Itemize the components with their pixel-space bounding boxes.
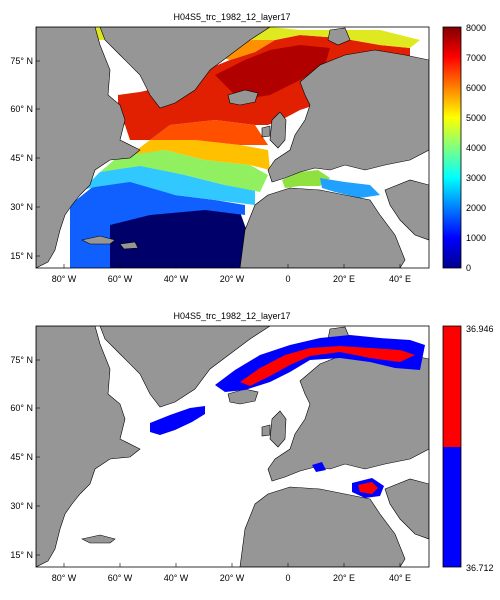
cb1-tick-label: 8000 [466,23,486,33]
land-iceland [227,89,259,106]
cb1-tick-label: 3000 [466,173,486,183]
land-britain [269,111,287,149]
field-cyan [82,165,255,205]
p2-xtick-label: 40° W [164,573,189,583]
cb1-tick-label: 5000 [466,113,486,123]
p2-ytick-label: 75° N [10,355,33,365]
panel-1-land [36,27,429,268]
field-blue [70,180,245,268]
panel-2-tick-marks [36,359,401,567]
cb2-tick-label: 36.946 [466,324,494,334]
panel-2-colorbar: 36.946 36.712 [442,324,494,573]
p1-ytick-label: 45° N [10,153,33,163]
panel-1-colorbar: 0 1000 2000 3000 4000 5000 6000 7000 800… [442,23,486,273]
field-red-med [358,482,378,494]
panel-2-map [36,326,429,567]
field-blue-med-west [312,462,326,472]
colorbar-2-ticks: 36.946 36.712 [466,324,494,573]
panel-1-map [36,27,429,268]
land-north-america [36,326,141,567]
p1-xtick-label: 0 [285,274,290,284]
p2-xtick-label: 40° E [389,573,411,583]
p1-xtick-label: 60° W [108,274,133,284]
field-med-east [320,178,380,198]
field-green [100,150,268,192]
field-deep-blue [110,208,250,268]
land-cuba [81,534,116,544]
p1-ytick-label: 15° N [10,251,33,261]
colorbar-2-blue [443,447,461,567]
field-red-north [240,346,415,386]
p2-xtick-label: 20° E [333,573,355,583]
land-arabia [384,478,429,540]
land-greenland [99,326,271,408]
p2-ytick-label: 15° N [10,550,33,560]
cb1-tick-label: 0 [466,263,471,273]
panel-2-title: H04S5_trc_1982_12_layer17 [173,311,290,321]
panel-1-y-ticks: 75° N 60° N 45° N 30° N 15° N [10,56,33,261]
field-red-orange [150,120,268,145]
cb1-tick-label: 2000 [466,203,486,213]
field-orange [120,140,270,170]
panel-1-tick-marks [36,60,401,268]
land-cuba [81,235,116,245]
cb1-tick-label: 4000 [466,143,486,153]
colorbar-2-frame [442,325,462,568]
land-svalbard [327,27,351,46]
p1-xtick-label: 20° W [220,274,245,284]
p1-xtick-label: 80° W [52,274,77,284]
p2-xtick-label: 80° W [52,573,77,583]
p1-ytick-label: 60° N [10,104,33,114]
panel-1-title: H04S5_trc_1982_12_layer17 [173,12,290,22]
cb2-tick-label: 36.712 [466,563,494,573]
panel-1-axes [35,26,430,269]
cb1-tick-label: 6000 [466,83,486,93]
colorbar-2-red [443,326,461,447]
p1-xtick-label: 40° E [389,274,411,284]
p2-xtick-label: 60° W [108,573,133,583]
p2-ytick-label: 60° N [10,403,33,413]
land-africa [239,187,406,268]
land-arabia [384,179,429,241]
land-africa [239,486,406,567]
land-hispaniola [119,241,139,250]
land-ireland [261,424,271,437]
land-britain [269,410,287,448]
cb1-tick-label: 7000 [466,53,486,63]
p1-xtick-label: 20° E [333,274,355,284]
cb1-tick-label: 1000 [466,233,486,243]
land-ireland [261,125,271,138]
p2-xtick-label: 20° W [220,573,245,583]
panel-1-x-ticks: 80° W 60° W 40° W 20° W 0 20° E 40° E [52,274,411,284]
p2-xtick-label: 0 [285,573,290,583]
colorbar-1-ticks: 0 1000 2000 3000 4000 5000 6000 7000 800… [466,23,486,273]
p1-xtick-label: 40° W [164,274,189,284]
p1-ytick-label: 30° N [10,202,33,212]
colorbar-1-gradient [442,26,462,269]
panel-2-x-ticks: 80° W 60° W 40° W 20° W 0 20° E 40° E [52,573,411,583]
p2-ytick-label: 30° N [10,501,33,511]
panel-2: H04S5_trc_1982_12_layer17 [10,311,493,583]
panel-2-axes [35,325,430,568]
land-north-america [36,27,141,268]
panel-2-y-ticks: 75° N 60° N 45° N 30° N 15° N [10,355,33,560]
panel-1: H04S5_trc_1982_12_layer17 [10,12,486,284]
p1-ytick-label: 75° N [10,56,33,66]
land-greenland [99,27,271,109]
field-blue-atlantic [150,406,205,435]
land-europe [267,49,429,183]
p2-ytick-label: 45° N [10,452,33,462]
panel-2-field [150,335,425,498]
field-med-west [282,170,330,188]
field-dark-red [215,45,330,100]
